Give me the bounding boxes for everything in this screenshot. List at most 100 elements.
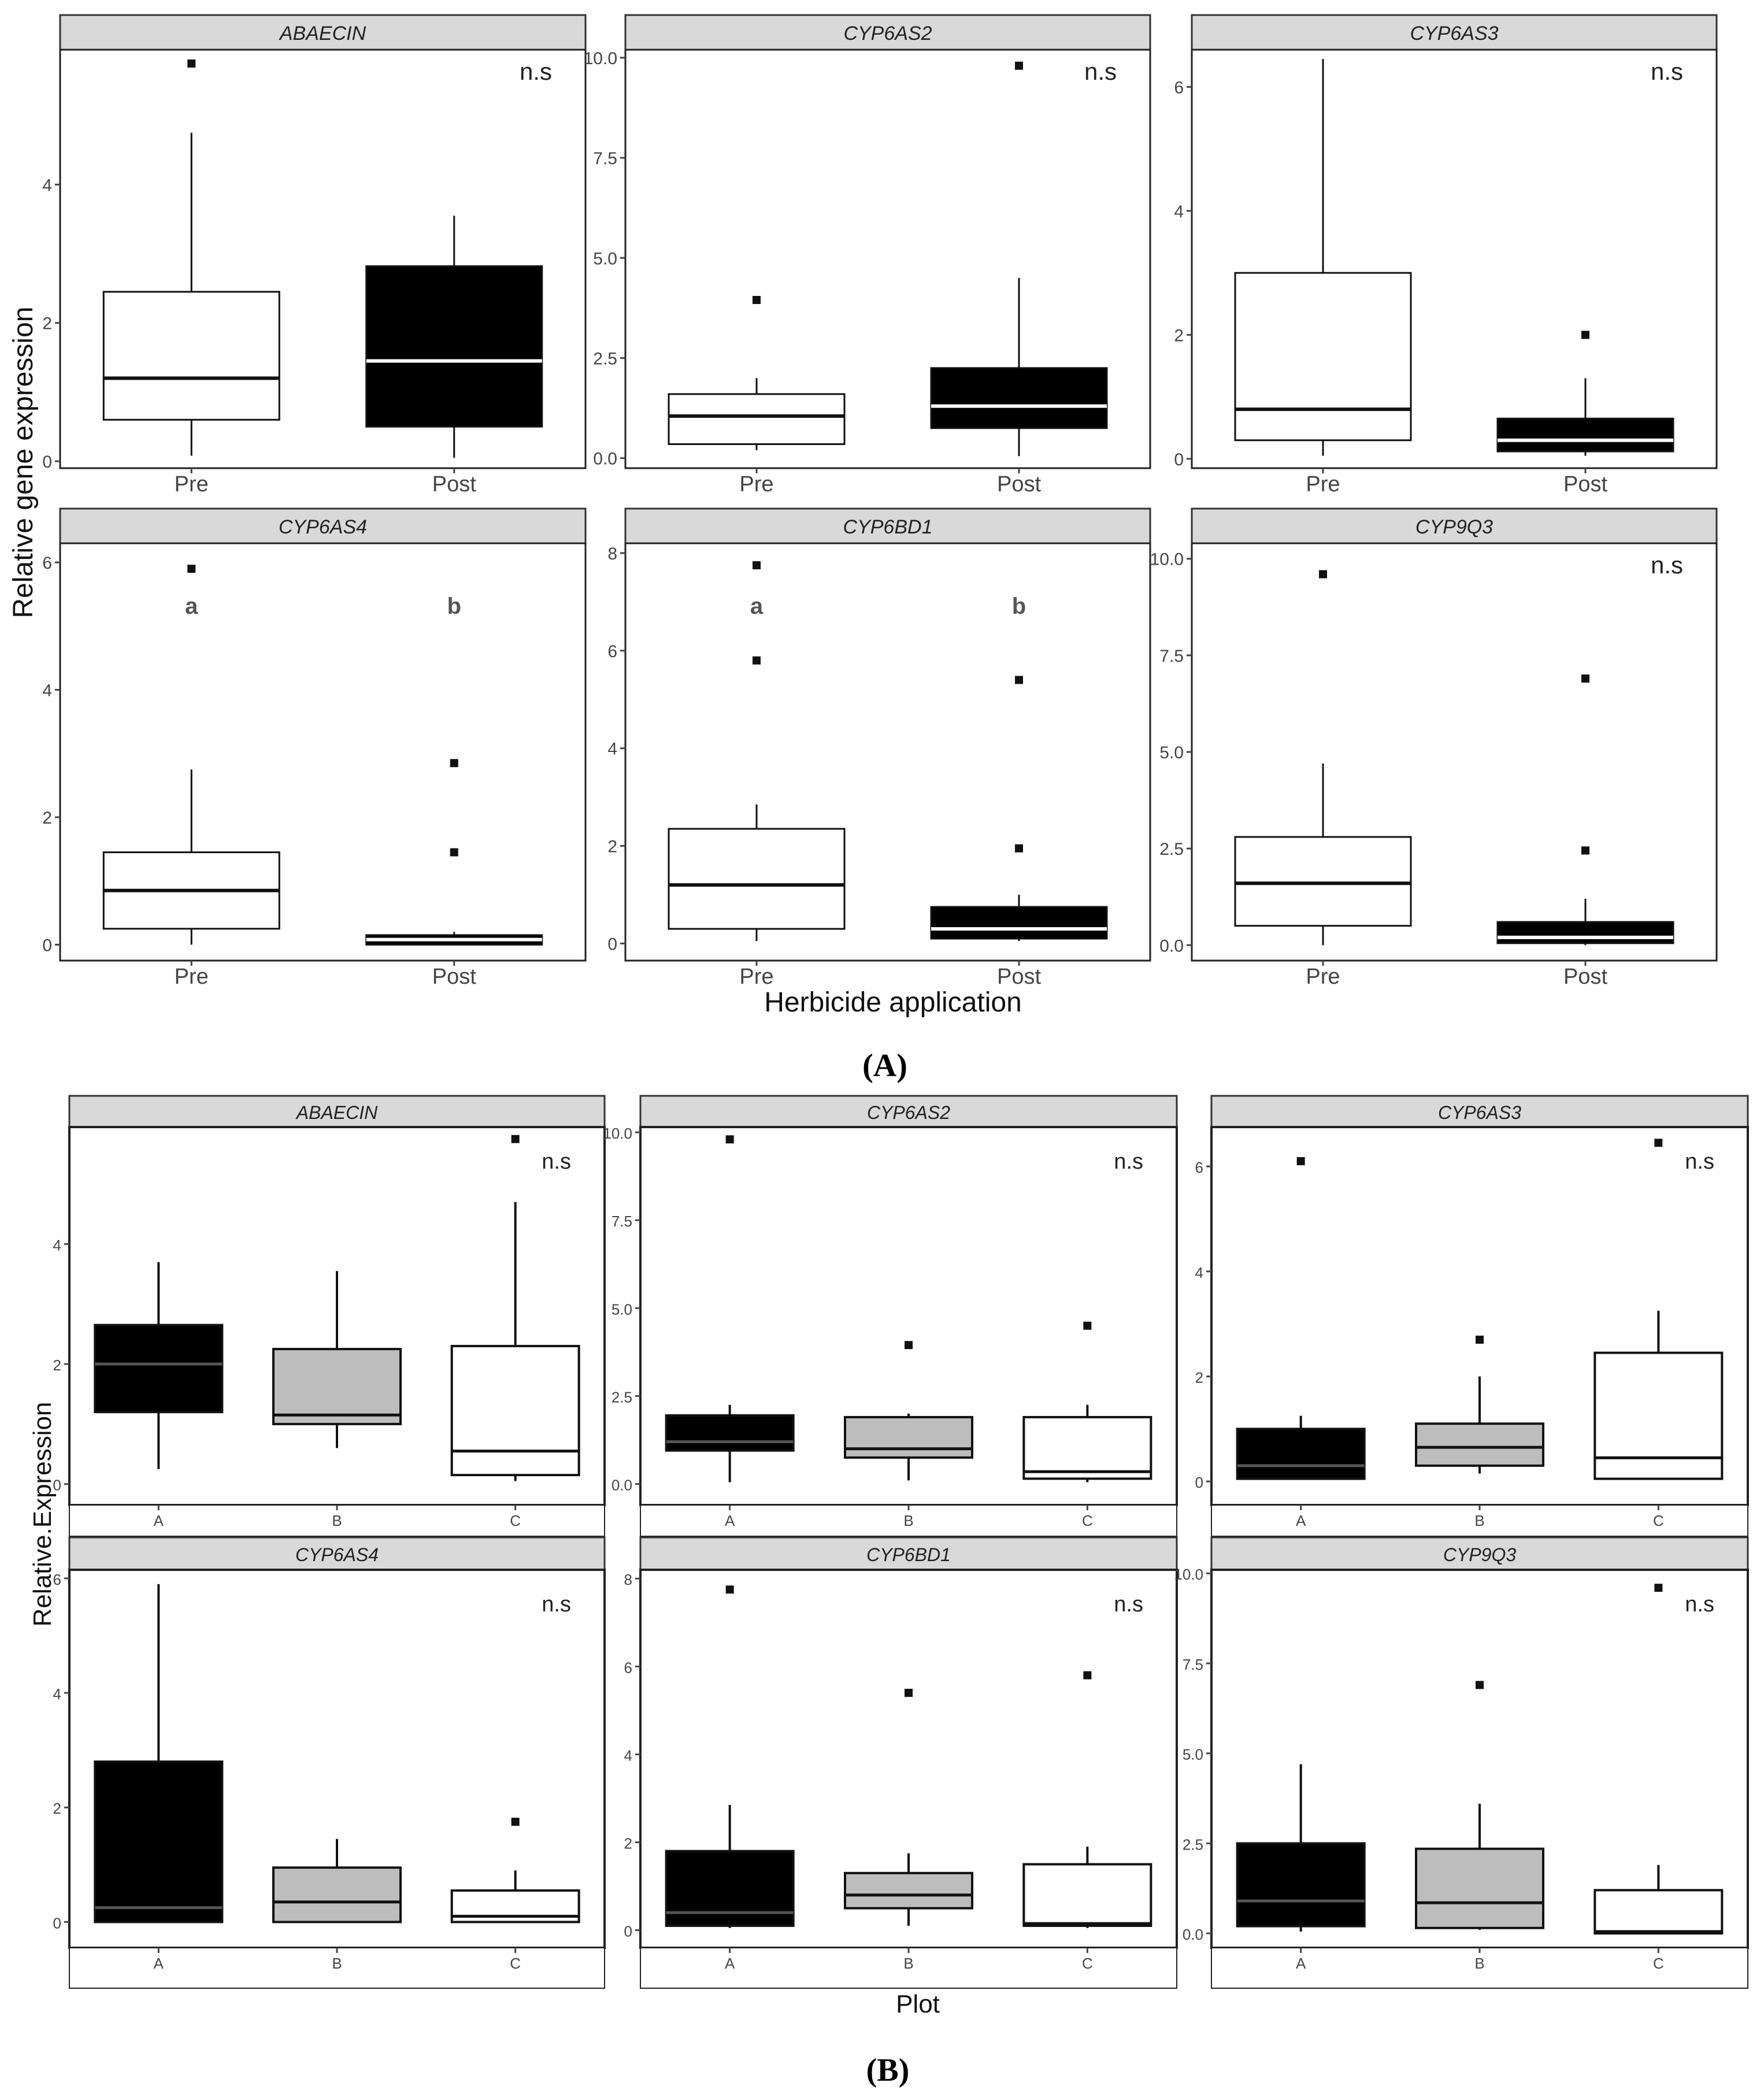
group-letter: b xyxy=(447,594,461,619)
box-b xyxy=(844,1688,973,1926)
x-tick-label: C xyxy=(1082,1512,1093,1529)
box-body xyxy=(1496,417,1674,453)
y-tick-label: 4 xyxy=(42,176,52,195)
y-tick-label: 0 xyxy=(42,453,52,472)
significance-label: n.s xyxy=(1685,1150,1714,1174)
x-tick-label: Pre xyxy=(1306,965,1340,989)
y-tick-label: 2.5 xyxy=(1159,840,1184,859)
panel-a-y-axis-title: Relative gene expression xyxy=(8,307,39,618)
facet-title: ABAECIN xyxy=(295,1102,378,1123)
box-body xyxy=(1593,1889,1724,1935)
box-pre xyxy=(102,59,280,456)
significance-label: n.s xyxy=(542,1150,571,1174)
facet-title: CYP6AS2 xyxy=(843,23,932,45)
box-b xyxy=(844,1341,973,1481)
box-c xyxy=(1022,1321,1152,1483)
panel-a-cyp6as3: CYP6AS3 0 2 4 6 Pre Post n.s xyxy=(1174,14,1718,496)
x-tick-label: B xyxy=(332,1512,342,1529)
outlier-point xyxy=(1654,1139,1663,1147)
outlier-point xyxy=(753,296,761,305)
box-a xyxy=(1236,1764,1366,1932)
facet-strip xyxy=(68,1536,606,1571)
x-axis-band xyxy=(640,1947,1177,1989)
box-c xyxy=(450,1135,580,1481)
group-letter: a xyxy=(185,594,198,619)
x-axis-band xyxy=(1211,1947,1748,1989)
x-tick-label: Post xyxy=(1563,965,1607,989)
y-tick-label: 0 xyxy=(53,1914,61,1932)
panel-b-cyp6as3: CYP6AS3 0 2 4 6 A B Cn.s xyxy=(1195,1095,1749,1537)
box-post xyxy=(930,676,1108,942)
x-tick-label: A xyxy=(1296,1955,1306,1972)
outlier-point xyxy=(753,656,761,665)
panel-a-abaecin: ABAECIN 0 2 4 Pre Post n.s xyxy=(42,14,587,496)
outlier-point xyxy=(511,1135,520,1143)
box-a xyxy=(94,1584,224,1923)
outlier-point xyxy=(1581,331,1589,339)
box-c xyxy=(1593,1584,1724,1935)
x-tick-label: Pre xyxy=(739,965,773,989)
outlier-point xyxy=(753,561,761,569)
x-tick-label: C xyxy=(1082,1955,1093,1972)
box-post xyxy=(365,216,543,458)
box-b xyxy=(1415,1681,1544,1930)
y-tick-label: 2 xyxy=(53,1800,61,1817)
y-tick-label: 5.0 xyxy=(1183,1746,1203,1763)
significance-label: n.s xyxy=(1114,1150,1143,1174)
y-tick-label: 0 xyxy=(1195,1474,1203,1491)
facet-title: CYP6AS2 xyxy=(867,1102,950,1123)
y-tick-label: 4 xyxy=(42,681,52,701)
box-body xyxy=(668,828,846,930)
outlier-point xyxy=(1319,570,1327,579)
y-tick-label: 2 xyxy=(607,837,617,857)
y-tick-label: 2 xyxy=(42,809,52,828)
y-tick-label: 10.0 xyxy=(584,49,617,68)
y-tick-label: 6 xyxy=(1195,1159,1203,1176)
x-tick-label: A xyxy=(725,1512,735,1529)
box-body xyxy=(1415,1847,1544,1929)
facet-title: CYP6AS4 xyxy=(295,1544,379,1565)
facet-title: ABAECIN xyxy=(279,23,366,45)
box-post xyxy=(1496,331,1674,456)
x-tick-label: Post xyxy=(997,472,1041,496)
y-tick-label: 4 xyxy=(53,1236,61,1254)
facet-strip xyxy=(639,1095,1178,1128)
outlier-point xyxy=(725,1135,734,1144)
box-body xyxy=(668,393,846,445)
outlier-point xyxy=(450,759,458,768)
box-a xyxy=(665,1585,795,1928)
outlier-point xyxy=(1083,1321,1092,1330)
outlier-point xyxy=(905,1341,913,1350)
box-body xyxy=(94,1324,224,1414)
facet-strip xyxy=(639,1536,1178,1571)
facet-title: CYP6AS3 xyxy=(1438,1102,1521,1123)
outlier-point xyxy=(1476,1335,1484,1344)
box-pre xyxy=(102,565,280,945)
significance-label: n.s xyxy=(1114,1592,1143,1617)
box-b xyxy=(272,1839,402,1923)
x-tick-label: Pre xyxy=(175,472,209,496)
box-body xyxy=(102,291,280,421)
outlier-point xyxy=(1015,676,1023,684)
y-tick-label: 0 xyxy=(624,1923,632,1940)
y-tick-label: 10.0 xyxy=(603,1125,632,1142)
significance-label: n.s xyxy=(1084,58,1117,85)
box-body xyxy=(844,1415,973,1459)
box-body xyxy=(1234,836,1412,927)
y-tick-label: 2 xyxy=(1174,326,1184,345)
y-tick-label: 7.5 xyxy=(612,1213,632,1230)
box-b xyxy=(272,1271,402,1448)
significance-label: n.s xyxy=(1685,1592,1714,1617)
panel-b-abaecin: ABAECIN 0 2 4 A B Cn.s xyxy=(53,1095,606,1537)
outlier-point xyxy=(1476,1681,1484,1689)
y-tick-label: 0 xyxy=(42,936,52,955)
y-tick-label: 4 xyxy=(1174,202,1184,221)
box-body xyxy=(930,367,1108,429)
x-tick-label: C xyxy=(1653,1512,1664,1529)
box-body xyxy=(365,265,543,428)
y-tick-label: 6 xyxy=(42,554,52,573)
group-letter: b xyxy=(1012,594,1026,619)
x-tick-label: Pre xyxy=(175,965,209,989)
x-tick-label: C xyxy=(1653,1955,1664,1972)
box-body xyxy=(665,1850,795,1927)
